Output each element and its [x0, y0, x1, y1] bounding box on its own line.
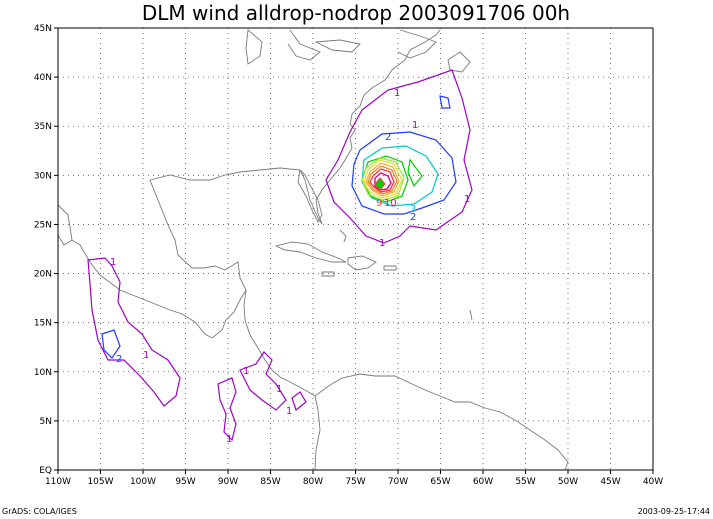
contour-label: 1: [286, 406, 292, 417]
y-tick-label: 10N: [34, 368, 52, 378]
contour-label: 1: [379, 238, 385, 249]
x-tick-label: 75W: [345, 477, 365, 487]
contour-level-5: [361, 157, 405, 201]
contour-label: 9: [376, 198, 382, 209]
contour-labels: 1 1 1 1 1 1 1 1 1 1 2 2 2 3 9 10: [110, 88, 470, 445]
contour-label: 1: [110, 257, 116, 268]
contour-label: 1: [412, 120, 418, 131]
x-tick-label: 110W: [45, 477, 71, 487]
x-tick-label: 105W: [87, 477, 113, 487]
contour-level-6: [363, 159, 403, 199]
contour-label: 2: [385, 132, 391, 143]
chart-title: DLM wind alldrop-nodrop 2003091706 00h: [142, 1, 570, 25]
contour-level-1: [291, 391, 307, 412]
contour-level-1: [217, 377, 237, 442]
coastlines: [57, 29, 569, 471]
contour-level-1: [239, 351, 287, 411]
contour-label: 1: [276, 384, 282, 395]
contour-level-2: [351, 131, 457, 215]
x-tick-label: 80W: [303, 477, 323, 487]
contour-level-4: [407, 158, 423, 188]
x-tick-label: 50W: [558, 477, 578, 487]
contour-label: 3: [410, 204, 416, 215]
contour-level-2: [101, 329, 121, 359]
storm-center-marker: [374, 177, 386, 191]
y-tick-label: 25N: [34, 220, 52, 230]
x-tick-label: 45W: [600, 477, 620, 487]
y-tick-label: 5N: [40, 417, 52, 427]
contour-level-1: [87, 257, 181, 407]
x-tick-label: 95W: [175, 477, 195, 487]
contour-label: 2: [410, 212, 416, 223]
x-tick-label: 60W: [473, 477, 493, 487]
contour-level-9: [369, 168, 395, 193]
y-tick-label: 45N: [34, 24, 52, 34]
contour-label: 1: [226, 434, 232, 445]
y-tick-label: 30N: [34, 171, 52, 181]
contour-label: 1: [464, 194, 470, 205]
contour-level-1: [325, 69, 473, 244]
contour-level-7: [365, 162, 400, 197]
longitude-axis: 110W 105W 100W 95W 90W 85W 80W 75W 70W 65W 60W 55W 5…: [45, 470, 663, 487]
y-tick-label: 40N: [34, 73, 52, 83]
y-tick-label: 15N: [34, 319, 52, 329]
x-tick-label: 40W: [643, 477, 663, 487]
y-tick-label: 35N: [34, 122, 52, 132]
x-tick-label: 100W: [130, 477, 156, 487]
latitude-axis: EQ 5N 10N 15N 20N 25N 30N 35N 40N 45N: [34, 24, 58, 476]
contour-level-2: [439, 95, 451, 109]
x-tick-label: 85W: [260, 477, 280, 487]
footer-left: GrADS: COLA/IGES: [2, 507, 77, 516]
lat-lon-grid: [58, 28, 653, 470]
y-tick-label: 20N: [34, 270, 52, 280]
contour-label: 1: [143, 350, 149, 361]
x-tick-label: 65W: [430, 477, 450, 487]
x-tick-label: 90W: [218, 477, 238, 487]
contour-label: 10: [384, 198, 397, 209]
contour-level-8: [367, 165, 398, 195]
x-tick-label: 70W: [388, 477, 408, 487]
x-tick-label: 55W: [515, 477, 535, 487]
footer-right: 2003-09-25-17:44: [638, 507, 710, 516]
contour-label: 1: [394, 88, 400, 99]
contour-level-10: [374, 172, 392, 191]
y-tick-label: EQ: [39, 466, 52, 476]
wind-difference-contours: [87, 69, 473, 442]
contour-label: 2: [116, 354, 122, 365]
contour-label: 1: [243, 366, 249, 377]
